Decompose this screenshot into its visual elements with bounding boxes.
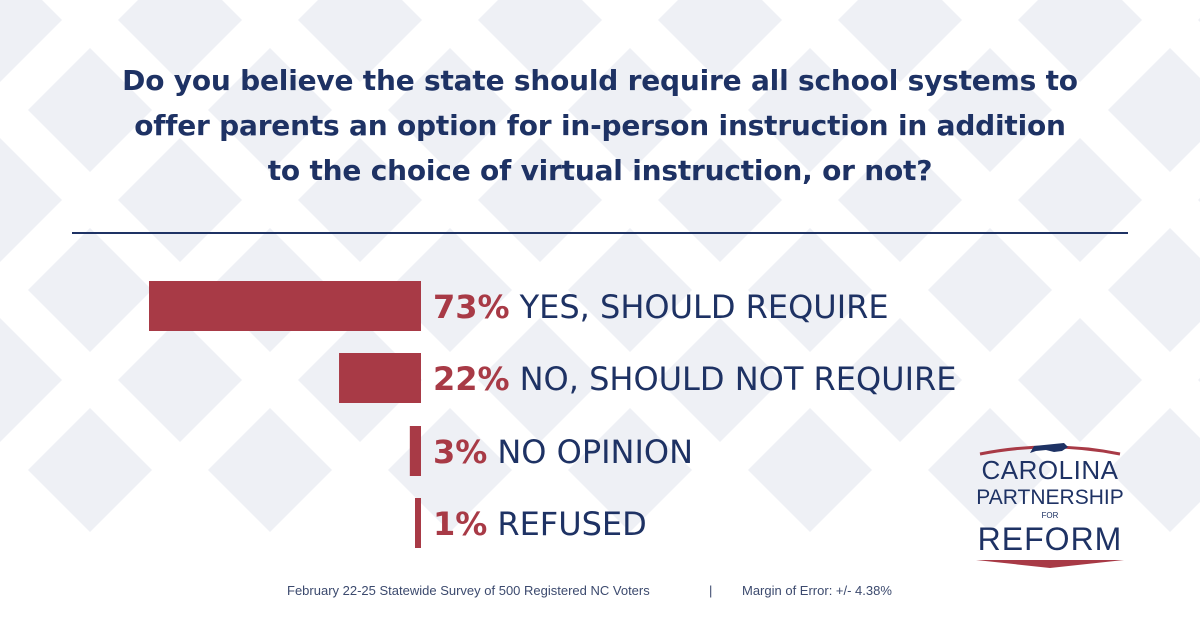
background-diamond (748, 228, 872, 352)
background-diamond (118, 318, 242, 442)
bar-label-1: 73% YES, SHOULD REQUIRE (433, 288, 889, 326)
logo-underline (976, 560, 1124, 568)
background-diamond (28, 228, 152, 352)
north-carolina-state-icon (979, 443, 1121, 456)
background-diamond (748, 408, 872, 532)
bar-2 (339, 353, 421, 403)
background-diamond (208, 48, 332, 172)
background-diamond (658, 318, 782, 442)
bar-3 (409, 426, 421, 476)
background-diamond (298, 138, 422, 262)
logo-partnership: PARTNERSHIP (976, 486, 1124, 509)
background-diamond (928, 408, 1052, 532)
background-diamond (478, 138, 602, 262)
background-diamond (568, 48, 692, 172)
value-label: 3% (433, 433, 487, 471)
bar-4 (415, 498, 421, 548)
background-diamond (748, 48, 872, 172)
background-diamond (1018, 0, 1142, 82)
background-diamond (1108, 408, 1200, 532)
divider-line (72, 232, 1128, 234)
category-label: NO OPINION (497, 433, 693, 471)
background-diamond (208, 408, 332, 532)
background-diamond (28, 48, 152, 172)
background-diamond (568, 228, 692, 352)
category-label: NO, SHOULD NOT REQUIRE (520, 360, 957, 398)
question-line-3: to the choice of virtual instruction, or… (267, 154, 933, 187)
survey-question: Do you believe the state should require … (40, 58, 1160, 193)
question-line-1: Do you believe the state should require … (122, 64, 1078, 97)
background-diamond (118, 0, 242, 82)
background-diamond (838, 0, 962, 82)
background-diamond (1018, 138, 1142, 262)
bar-label-4: 1% REFUSED (433, 505, 647, 543)
category-label: YES, SHOULD REQUIRE (519, 288, 889, 326)
background-diamond (388, 48, 512, 172)
carolina-partnership-logo: CAROLINA PARTNERSHIP FOR REFORM (970, 436, 1130, 576)
background-diamond (1108, 228, 1200, 352)
value-label: 22% (433, 360, 510, 398)
background-diamond (838, 138, 962, 262)
footer-separator: | (709, 583, 713, 598)
margin-of-error: Margin of Error: +/- 4.38% (742, 583, 892, 598)
background-diamond (568, 408, 692, 532)
background-diamond (0, 0, 62, 82)
value-label: 1% (433, 505, 487, 543)
value-label: 73% (433, 288, 510, 326)
bar-label-3: 3% NO OPINION (433, 433, 693, 471)
survey-note: February 22-25 Statewide Survey of 500 R… (287, 583, 650, 598)
background-diamond (478, 318, 602, 442)
logo-carolina: CAROLINA (981, 455, 1119, 485)
background-diamond (298, 0, 422, 82)
logo-for: FOR (1041, 511, 1059, 520)
background-diamond (928, 48, 1052, 172)
bar-1 (149, 281, 421, 331)
background-diamond (658, 138, 782, 262)
background-diamond (1018, 318, 1142, 442)
background-diamond (928, 228, 1052, 352)
background-diamond (0, 138, 62, 262)
bar-label-2: 22% NO, SHOULD NOT REQUIRE (433, 360, 956, 398)
question-line-2: offer parents an option for in-person in… (134, 109, 1066, 142)
background-diamond (1108, 48, 1200, 172)
background-diamond (658, 0, 782, 82)
background-diamond (28, 408, 152, 532)
background-diamond (0, 318, 62, 442)
background-diamond (478, 0, 602, 82)
category-label: REFUSED (497, 505, 646, 543)
background-diamond (838, 318, 962, 442)
background-diamond (118, 138, 242, 262)
footer: February 22-25 Statewide Survey of 500 R… (0, 583, 1200, 603)
logo-reform: REFORM (977, 521, 1123, 557)
